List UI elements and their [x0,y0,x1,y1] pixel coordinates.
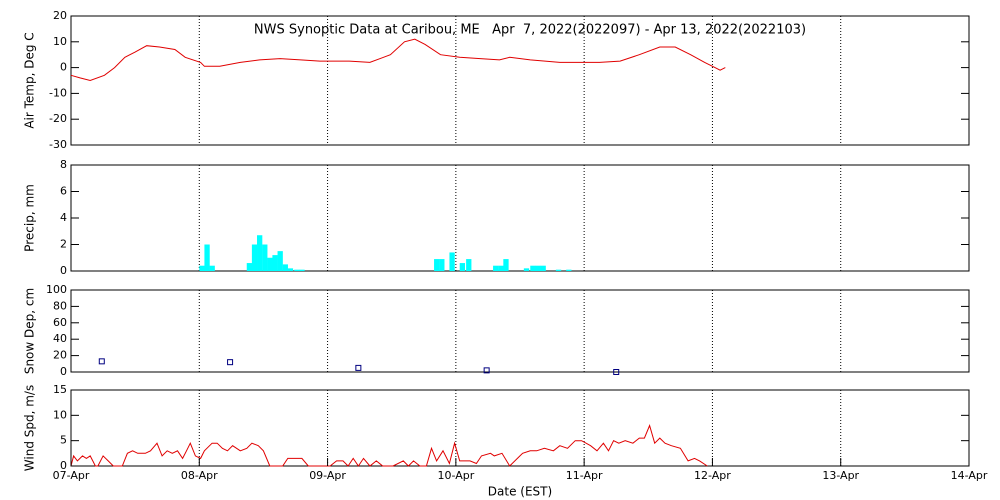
y-tick-label: 0 [60,365,67,378]
y-tick-label: -10 [49,86,67,99]
y-tick-label: 8 [60,158,67,171]
point [98,358,105,365]
x-tick-label: 13-Apr [822,469,859,482]
bar [287,268,294,271]
x-tick-label: 12-Apr [694,469,731,482]
bar [493,265,499,271]
x-tick-label: 08-Apr [181,469,218,482]
y-tick-label: 2 [60,238,67,251]
bar [459,263,466,271]
y-tick-label: 0 [60,264,67,277]
bar [246,263,253,271]
y-tick-label: 60 [53,316,67,329]
y-tick-label: -30 [49,138,67,151]
bar [282,264,288,271]
y-tick-label: 15 [53,383,67,396]
point [227,359,234,366]
point [483,367,490,374]
plot-frame [70,289,970,373]
bar [277,251,283,271]
data-line [70,38,726,82]
y-tick-label: 80 [53,299,67,312]
bar [439,259,445,271]
y-tick-label: 0 [60,459,67,472]
y-tick-label: 6 [60,185,67,198]
x-tick-label: 11-Apr [566,469,603,482]
bar [503,259,509,271]
y-tick-label: 10 [53,35,67,48]
bar [199,265,205,271]
bar [251,244,258,271]
bar [204,244,210,271]
bar [434,259,440,271]
x-axis-label: Date (EST) [488,485,552,499]
y-axis-label: Wind Spd, m/s [23,385,37,471]
y-axis-label: Snow Dep, cm [23,288,37,374]
y-tick-label: -20 [49,112,67,125]
bar [555,269,562,271]
y-tick-label: 0 [60,61,67,74]
chart-title: NWS Synoptic Data at Caribou, ME Apr 7, … [254,23,806,38]
x-tick-label: 10-Apr [437,469,474,482]
bar [449,252,455,271]
y-tick-label: 10 [53,408,67,421]
bar [294,269,300,271]
y-tick-label: 20 [53,349,67,362]
x-tick-label: 09-Apr [309,469,346,482]
x-tick-label: 14-Apr [951,469,988,482]
plot-frame [70,15,970,146]
y-axis-label: Precip, mm [23,184,37,252]
bar [530,265,536,271]
bar [498,265,504,271]
point [613,369,620,375]
y-tick-label: 40 [53,332,67,345]
bar [209,265,215,271]
bar [299,269,305,271]
y-tick-label: 20 [53,9,67,22]
x-tick-label: 07-Apr [53,469,90,482]
bar [540,265,546,271]
bar [466,259,472,271]
data-line [70,423,708,467]
y-tick-label: 100 [46,283,67,296]
y-tick-label: 4 [60,211,67,224]
bar [566,269,572,271]
y-tick-label: 5 [60,434,67,447]
bar [272,255,278,271]
plot-frame [70,389,970,467]
bar [257,235,263,271]
bar [535,265,541,271]
bar [267,257,273,271]
point [355,364,362,371]
bar [262,244,268,271]
y-axis-label: Air Temp, Deg C [23,32,37,128]
bar [523,268,530,271]
